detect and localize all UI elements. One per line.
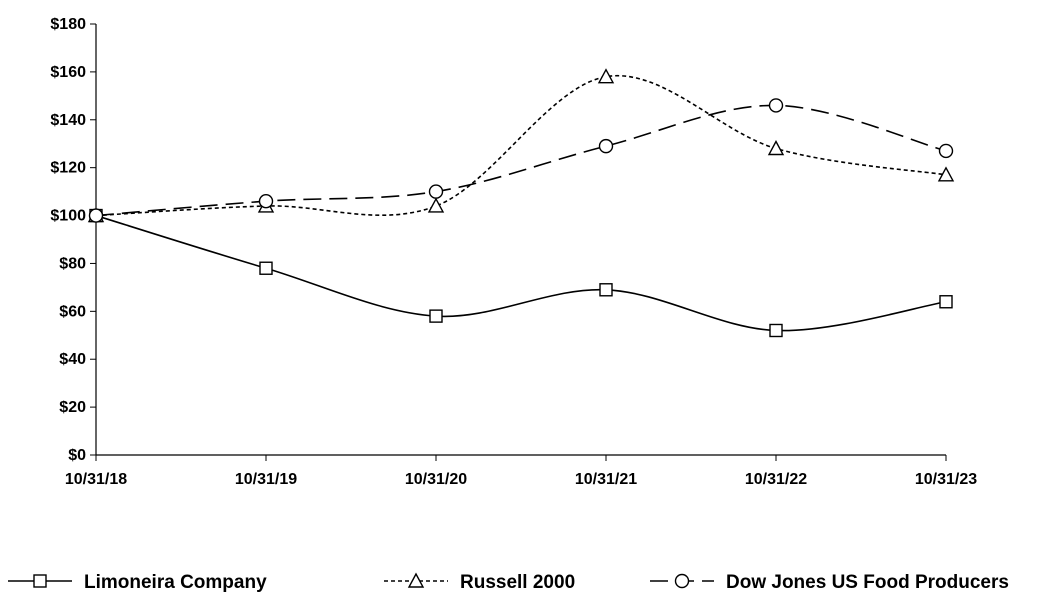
axes: $0 $20 $40 $60 $80 $100 $120 $140 $160 $180 10/31/… <box>50 16 977 488</box>
x-tick-label: 10/31/23 <box>915 471 977 488</box>
data-point-limoneira <box>259 261 273 275</box>
data-point-russell-2000 <box>597 68 615 84</box>
data-point-dow-jones-food <box>428 184 444 199</box>
data-point-dow-jones-food <box>598 138 614 154</box>
y-tick-label: $80 <box>59 255 86 272</box>
series-markers <box>87 68 955 338</box>
data-point-dow-jones-food <box>88 208 104 223</box>
data-point-russell-2000 <box>937 166 955 182</box>
legend-label: Limoneira Company <box>84 572 267 593</box>
data-point-limoneira <box>599 283 613 297</box>
data-point-dow-jones-food <box>258 193 274 209</box>
legend-label: Dow Jones US Food Producers <box>726 572 1009 593</box>
series-line-limoneira <box>95 214 947 332</box>
legend-item-dow-jones-food: Dow Jones US Food Producers <box>650 572 1009 593</box>
x-tick-label: 10/31/19 <box>235 471 297 488</box>
x-tick-label: 10/31/22 <box>745 471 807 488</box>
legend-marker <box>33 574 47 588</box>
y-tick-label: $60 <box>59 303 86 320</box>
data-point-limoneira <box>429 309 443 323</box>
data-point-dow-jones-food <box>768 98 784 113</box>
y-tick-label: $0 <box>68 447 86 464</box>
x-tick-label: 10/31/20 <box>405 471 467 488</box>
legend-item-limoneira: Limoneira Company <box>8 572 267 593</box>
data-point-russell-2000 <box>427 197 445 213</box>
y-tick-label: $40 <box>59 351 86 368</box>
y-tick-label: $160 <box>50 64 86 81</box>
legend-label: Russell 2000 <box>460 572 575 593</box>
legend: Limoneira Company Russell 2000 Dow Jones U… <box>8 572 1009 593</box>
data-point-dow-jones-food <box>938 143 954 159</box>
data-point-russell-2000 <box>767 140 785 156</box>
y-tick-label: $140 <box>50 112 86 129</box>
data-point-limoneira <box>939 295 953 309</box>
legend-marker <box>674 573 690 589</box>
y-tick-label: $120 <box>50 160 86 177</box>
y-tick-label: $180 <box>50 16 86 33</box>
legend-item-russell-2000: Russell 2000 <box>384 572 575 593</box>
series-line-dow-jones-food <box>95 104 947 217</box>
series-line-russell-2000 <box>95 74 947 217</box>
x-tick-label: 10/31/21 <box>575 471 637 488</box>
x-tick-label: 10/31/18 <box>65 471 127 488</box>
data-point-limoneira <box>769 323 783 338</box>
y-tick-label: $20 <box>59 399 86 416</box>
legend-marker <box>407 572 425 588</box>
y-tick-label: $100 <box>50 208 86 225</box>
series-lines <box>95 74 947 332</box>
